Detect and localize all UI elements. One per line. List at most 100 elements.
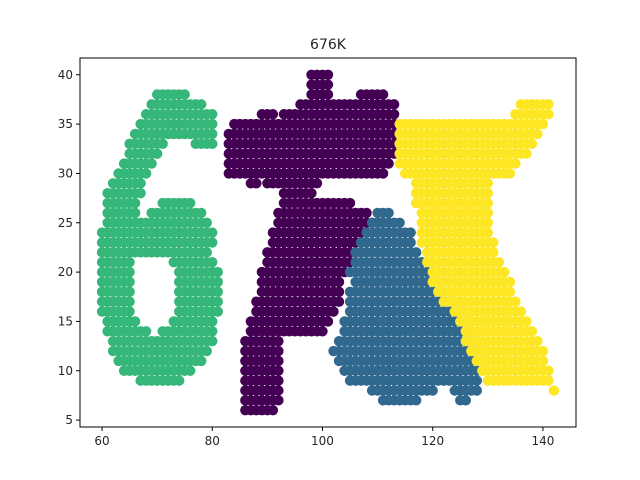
chart-title: 676K [310,37,347,53]
x-tick-label: 80 [205,434,220,448]
series-cluster_3 [394,99,560,396]
data-point [267,405,279,416]
data-point [377,89,389,100]
data-point [317,326,328,337]
data-point [135,178,146,189]
data-point [482,227,494,238]
data-point [493,257,505,268]
data-point [124,286,135,298]
data-point [482,217,494,228]
data-point [207,109,218,120]
data-point [124,257,135,268]
data-point [482,178,494,189]
data-point [201,345,212,357]
points-layer [96,69,560,416]
data-point [344,197,356,209]
series-cluster_0 [223,69,400,416]
y-tick-label: 25 [58,216,73,230]
y-tick-label: 30 [58,166,73,180]
data-point [460,395,471,406]
data-point [328,306,339,317]
y-tick-label: 15 [58,314,73,328]
data-point [504,276,516,288]
data-point [537,345,549,357]
y-tick-label: 10 [58,364,73,378]
data-point [207,326,218,337]
data-point [333,276,345,288]
data-point [146,158,157,169]
x-tick-label: 120 [421,434,444,448]
data-point [196,99,207,110]
y-tick-label: 40 [58,68,73,82]
data-point [212,286,223,298]
data-point [410,247,422,258]
data-point [273,335,284,347]
series-cluster_1 [328,207,488,406]
data-point [405,237,416,248]
x-tick-label: 60 [94,434,109,448]
data-point [471,375,482,386]
data-point [124,306,135,317]
data-point [333,296,345,307]
data-point [488,237,499,248]
data-point [207,138,218,150]
data-point [383,158,394,169]
data-point [322,316,334,327]
data-point [124,296,135,307]
data-point [207,316,218,327]
data-point [322,79,334,90]
data-point [273,375,284,386]
data-point [504,168,516,179]
data-point [212,306,223,317]
data-point [543,375,554,386]
series-cluster_2 [96,89,223,386]
data-point [394,217,405,228]
data-point [212,266,223,278]
data-point [129,207,141,219]
data-point [543,109,554,120]
data-point [388,109,400,120]
data-point [251,178,262,189]
data-point [207,257,218,268]
x-tick-label: 100 [311,434,334,448]
data-point [333,286,345,298]
y-tick-label: 35 [58,117,73,131]
data-point [201,247,212,258]
data-point [124,266,135,278]
data-point [410,395,422,406]
data-point [306,187,317,199]
data-point [521,148,532,159]
data-point [471,385,482,396]
data-point [129,197,141,209]
data-point [273,365,284,376]
data-point [174,375,185,386]
data-point [521,316,532,327]
data-point [543,365,554,376]
data-point [322,89,334,100]
data-point [207,118,218,130]
data-point [427,385,438,396]
data-point [212,296,223,307]
data-point [537,355,549,367]
data-point [526,138,538,150]
data-point [273,345,284,357]
data-point [129,316,141,327]
data-point [383,207,394,219]
data-point [267,109,279,120]
data-point [196,355,207,367]
data-point [273,355,284,367]
data-point [273,385,284,396]
data-point [510,296,521,307]
data-point [537,118,549,130]
data-point [151,148,163,159]
data-point [207,227,218,238]
data-point [185,365,196,376]
data-point [532,335,543,347]
data-point [532,128,543,140]
data-point [157,138,168,150]
data-point [361,207,372,219]
data-point [510,158,521,169]
data-point [179,89,190,100]
